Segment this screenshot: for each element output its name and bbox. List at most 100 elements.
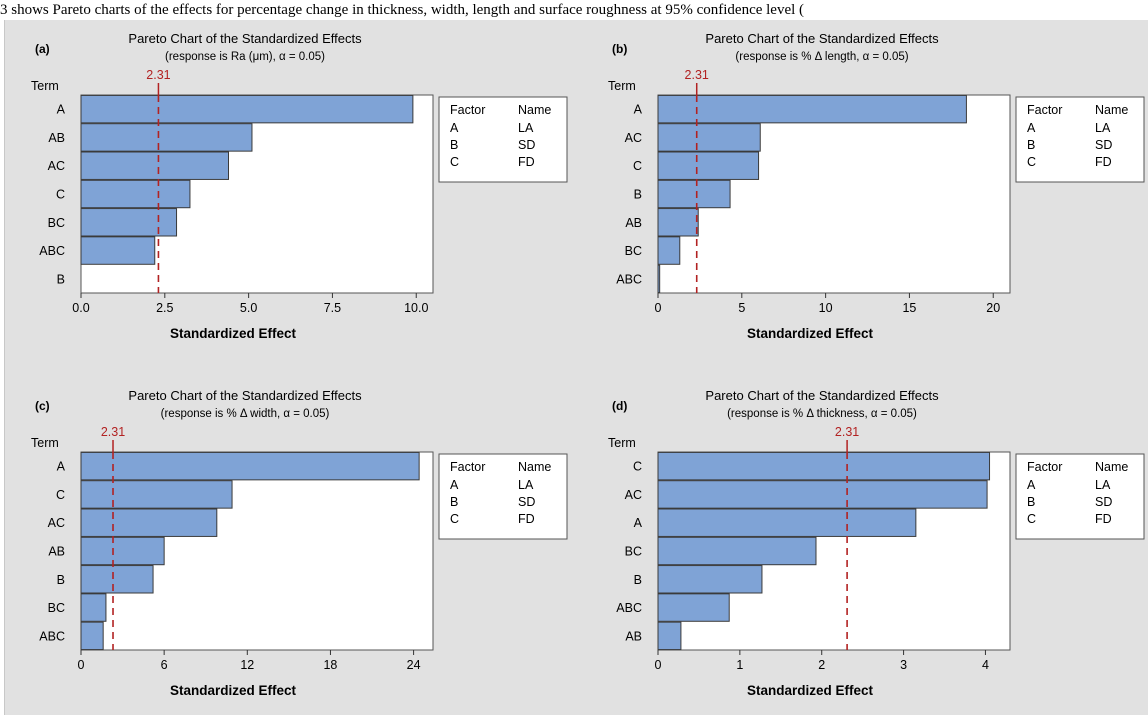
term-axis-heading: Term [608,79,636,93]
bar-ABC [657,593,730,622]
category-label-BC: BC [625,244,642,258]
legend-factor-A: A [450,478,459,492]
bar-AB [657,621,682,651]
legend-header-name: Name [1095,103,1128,117]
legend-name-LA: LA [1095,478,1111,492]
x-tick-label: 5.0 [240,301,257,315]
category-label-C: C [56,188,65,202]
chart-subtitle: (response is % Δ length, α = 0.05) [735,51,908,63]
x-tick-label: 1 [736,658,743,672]
legend-factor-A: A [450,121,459,135]
chart-subtitle: (response is % Δ width, α = 0.05) [161,408,330,420]
legend-factor-C: C [1027,155,1036,169]
pareto-panel-4: Pareto Chart of the Standardized Effects… [608,388,1145,698]
legend-factor-C: C [450,155,459,169]
x-tick-label: 0 [655,301,662,315]
panel-label: (b) [612,42,627,56]
legend-factor-C: C [1027,512,1036,526]
bar-BC [80,593,107,622]
panel-label: (a) [35,42,50,56]
reference-value-label: 2.31 [685,68,709,82]
legend-name-LA: LA [518,478,534,492]
bar-C [657,151,760,180]
category-label-B: B [634,188,642,202]
category-label-A: A [57,460,66,474]
legend-header-factor: Factor [450,460,485,474]
category-label-C: C [56,488,65,502]
legend-header-name: Name [1095,460,1128,474]
bar-AB [80,123,253,152]
reference-value-label: 2.31 [146,68,170,82]
legend-name-SD: SD [1095,138,1112,152]
category-label-AC: AC [48,516,65,530]
pareto-figure: Pareto Chart of the Standardized Effects… [4,20,1148,715]
pareto-panel-1: Pareto Chart of the Standardized Effects… [31,31,568,341]
x-tick-label: 15 [902,301,916,315]
legend-factor-B: B [450,495,458,509]
category-label-B: B [634,573,642,587]
bar-ABC [657,264,661,294]
category-label-BC: BC [48,216,65,230]
bar-AC [80,508,218,537]
bar-B [80,565,154,594]
x-tick-label: 6 [161,658,168,672]
bar-A [657,508,917,537]
category-label-ABC: ABC [616,272,642,286]
category-label-BC: BC [48,601,65,615]
x-tick-label: 7.5 [324,301,341,315]
bar-ABC [80,236,156,265]
legend-box [1015,96,1145,183]
legend-box [438,96,568,183]
legend-factor-A: A [1027,121,1036,135]
x-tick-label: 3 [900,658,907,672]
category-label-AC: AC [625,131,642,145]
legend-name-SD: SD [1095,495,1112,509]
legend-factor-B: B [450,138,458,152]
category-label-AB: AB [48,131,65,145]
legend-factor-B: B [1027,138,1035,152]
x-tick-label: 2 [818,658,825,672]
x-tick-label: 10 [819,301,833,315]
x-tick-label: 4 [982,658,989,672]
category-label-C: C [633,159,642,173]
category-label-AC: AC [48,159,65,173]
bar-AC [80,151,230,180]
x-axis-label: Standardized Effect [170,326,297,341]
x-axis-label: Standardized Effect [747,683,874,698]
x-tick-label: 12 [240,658,254,672]
legend-factor-A: A [1027,478,1036,492]
category-label-ABC: ABC [616,601,642,615]
chart-title: Pareto Chart of the Standardized Effects [128,388,362,403]
bar-A [80,94,414,124]
bar-C [80,480,233,509]
pareto-panel-2: Pareto Chart of the Standardized Effects… [608,31,1145,341]
legend-name-LA: LA [518,121,534,135]
bar-B [657,179,731,209]
reference-value-label: 2.31 [835,425,859,439]
term-axis-heading: Term [31,79,59,93]
bar-B [657,565,763,594]
category-label-AB: AB [625,629,642,643]
category-label-C: C [633,460,642,474]
legend-name-FD: FD [518,512,535,526]
x-tick-label: 0.0 [72,301,89,315]
category-label-B: B [57,272,65,286]
legend-name-LA: LA [1095,121,1111,135]
figure-caption: 3 shows Pareto charts of the effects for… [0,2,805,18]
legend-name-FD: FD [1095,155,1112,169]
x-tick-label: 5 [738,301,745,315]
category-label-B: B [57,573,65,587]
term-axis-heading: Term [608,436,636,450]
x-tick-label: 18 [323,658,337,672]
category-label-AB: AB [48,545,65,559]
bar-AB [80,536,165,566]
category-label-ABC: ABC [39,244,65,258]
bar-ABC [80,621,104,651]
legend-header-name: Name [518,460,551,474]
bar-BC [80,208,178,237]
panel-label: (d) [612,399,627,413]
chart-title: Pareto Chart of the Standardized Effects [128,31,362,46]
legend-factor-C: C [450,512,459,526]
chart-title: Pareto Chart of the Standardized Effects [705,31,939,46]
category-label-A: A [57,103,66,117]
